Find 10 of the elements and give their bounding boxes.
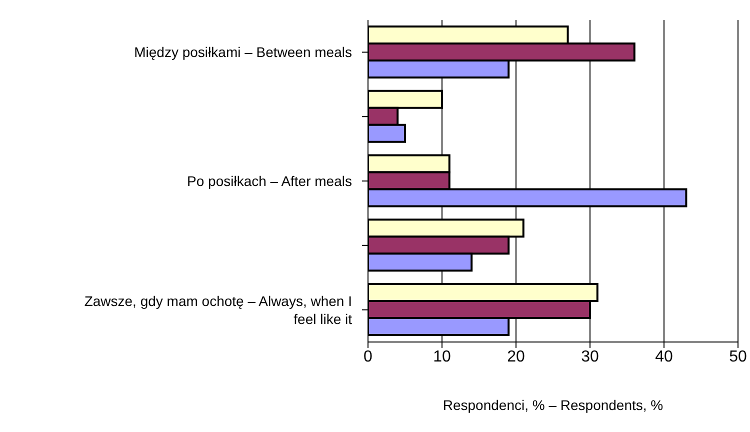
x-tick-label: 20 [507,348,525,366]
y-tick-label: Zawsze, gdy mam ochotę – Always, when I feel like it [84,292,352,327]
x-tick-label: 30 [581,348,599,366]
y-tick-label: Po posiłkach – After meals [187,173,352,189]
x-tick-label: 50 [729,348,747,366]
x-tick-label: 10 [433,348,451,366]
x-tick-label: 0 [364,348,373,366]
x-tick-label: 40 [655,348,673,366]
y-tick-label: Między posiłkami – Between meals [134,44,352,60]
x-axis-title: Respondenci, % – Respondents, % [442,397,664,413]
